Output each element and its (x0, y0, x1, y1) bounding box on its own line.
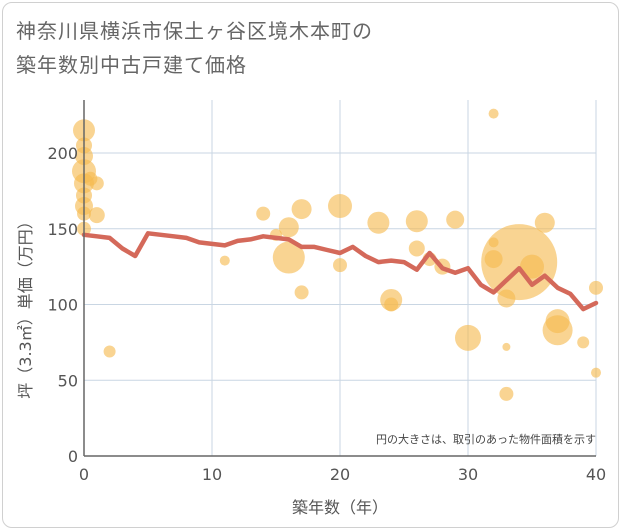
bubble-point (446, 210, 465, 229)
bubble-point (103, 345, 116, 358)
chart-title: 神奈川県横浜市保土ヶ谷区境木本町の 築年数別中古戸建て価格 (16, 14, 373, 82)
x-tick-label: 10 (202, 465, 222, 484)
bubble-point (455, 324, 481, 351)
bubble-point (88, 207, 105, 224)
x-tick-label: 40 (586, 465, 606, 484)
x-tick-label: 0 (79, 465, 89, 484)
bubble-point (405, 210, 428, 233)
bubble-point (488, 108, 499, 119)
bubble-size-note: 円の大きさは、取引のあった物件面積を示す (376, 432, 596, 446)
chart-title-line1: 神奈川県横浜市保土ヶ谷区境木本町の (16, 19, 373, 43)
bubble-series (72, 108, 603, 401)
chart-title-line2: 築年数別中古戸建て価格 (16, 53, 247, 77)
bubble-point (520, 254, 544, 279)
y-tick-label: 200 (47, 144, 78, 163)
axes: 0 10 20 30 40 0 50 100 150 200 (47, 100, 606, 484)
trend-line-series (81, 231, 599, 312)
bubble-point (219, 255, 230, 266)
bubble-point (502, 342, 511, 351)
x-axis-label: 築年数（年） (292, 498, 388, 517)
bubble-point (278, 217, 299, 238)
bubble-point (384, 297, 399, 312)
average-price-line (81, 231, 599, 312)
bubble-point (577, 336, 590, 349)
bubble-point (408, 240, 425, 257)
bubble-point (272, 241, 305, 274)
bubble-point (333, 258, 347, 273)
y-tick-label: 150 (47, 220, 78, 239)
bubble-point (294, 285, 309, 300)
x-tick-label: 20 (330, 465, 350, 484)
bubble-point (291, 199, 312, 220)
bubble-point (481, 224, 558, 301)
bubble-point (591, 367, 601, 378)
bubble-point (534, 212, 555, 233)
grid-lines (84, 100, 597, 456)
bubble-point (542, 315, 573, 346)
bubble-point (89, 176, 104, 191)
y-tick-label: 100 (47, 296, 78, 315)
bubble-point (367, 211, 390, 234)
x-tick-label: 30 (458, 465, 478, 484)
y-tick-label: 0 (68, 447, 78, 466)
y-tick-label: 50 (58, 371, 78, 390)
bubble-point (499, 386, 514, 401)
bubble-point (256, 206, 271, 221)
y-axis-label: 坪（3.3㎡）単価（万円） (16, 213, 35, 398)
bubble-point (328, 194, 352, 219)
bubble-point (589, 280, 603, 295)
